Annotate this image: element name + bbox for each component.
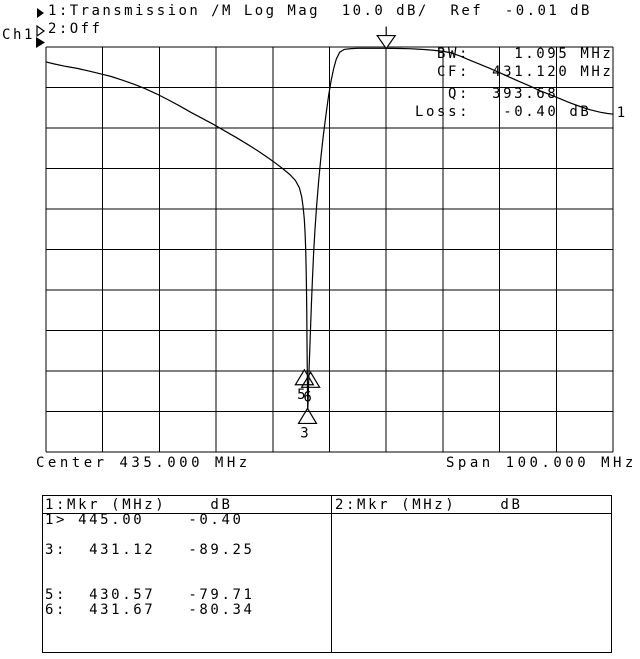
marker-table: 1:Mkr (MHz) dB 2:Mkr (MHz) dB 1> 445.00 …: [42, 495, 612, 653]
marker-row-5: 5: 430.57 -79.71: [45, 587, 255, 603]
active-marker-icon: [376, 34, 397, 50]
marker-table-header-underline: [43, 513, 611, 514]
trace-ch1: [45, 47, 614, 410]
marker-5-number: 5: [297, 387, 305, 403]
readout-cf: CF: 431.120 MHz: [437, 64, 614, 80]
trace-number-label: 1: [617, 105, 625, 121]
marker-6-number: 6: [303, 389, 311, 405]
marker-3-number: 3: [300, 425, 308, 441]
marker-row-6: 6: 431.67 -80.34: [45, 602, 255, 618]
channel-label: Ch1: [2, 27, 36, 43]
trace2-status-line: 2:Off: [48, 21, 103, 37]
readout-q: Q: 393.68: [448, 86, 559, 102]
center-frequency-label: Center 435.000 MHz: [36, 455, 251, 471]
marker-icon: [294, 368, 315, 386]
readout-loss: Loss: -0.40 dB: [415, 104, 592, 120]
marker-table-header-ch1: 1:Mkr (MHz) dB: [45, 497, 233, 513]
marker-icon: [300, 371, 321, 388]
marker-row-1: 1> 445.00 -0.40: [45, 512, 244, 528]
trace2-inactive-icon: [36, 24, 46, 38]
marker-table-header-ch2: 2:Mkr (MHz) dB: [335, 497, 523, 513]
span-label: Span 100.000 MHz: [446, 455, 637, 471]
readout-bw: BW: 1.095 MHz: [437, 46, 614, 62]
marker-table-divider: [331, 496, 332, 652]
trace1-status-line: 1:Transmission /M Log Mag 10.0 dB/ Ref -…: [48, 3, 592, 19]
trace1-active-icon: [37, 8, 44, 18]
ch1-reference-pointer-icon: [36, 37, 45, 48]
marker-icon: [297, 407, 318, 425]
marker-row-3: 3: 431.12 -89.25: [45, 542, 255, 558]
